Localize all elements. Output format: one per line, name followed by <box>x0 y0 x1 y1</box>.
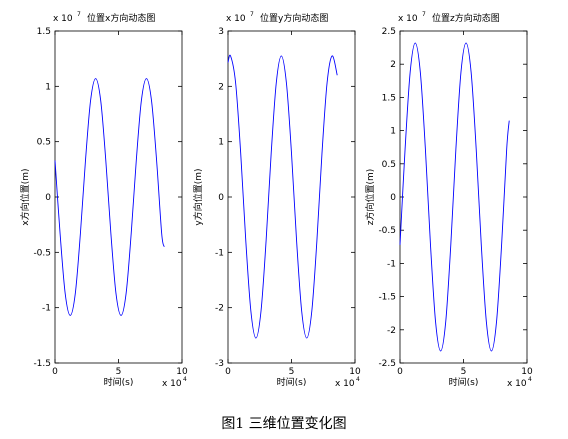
x-tick-label: 5 <box>461 367 467 377</box>
x-exponent: 4 <box>528 376 532 383</box>
x-multiplier: x 10 <box>162 379 182 389</box>
y-tick-label: -1 <box>387 259 396 269</box>
y-tick-label: -2.5 <box>378 359 396 369</box>
axes-box <box>54 30 183 364</box>
y-tick-label: 1.5 <box>37 27 51 37</box>
data-line <box>227 54 338 339</box>
y-tick-label: -1.5 <box>33 359 51 369</box>
y-tick-label: 2.5 <box>382 27 396 37</box>
x-axis-label: 时间(s) <box>277 376 307 388</box>
x-tick-label: 10 <box>349 367 361 377</box>
y-tick-label: -1 <box>215 248 224 258</box>
x-axis-label: 时间(s) <box>449 376 479 388</box>
y-tick-label: -1.5 <box>378 293 396 303</box>
subplot-title: 位置z方向动态图 <box>432 12 500 24</box>
y-exponent: 7 <box>250 11 254 18</box>
y-exponent: 7 <box>77 11 81 18</box>
y-tick-label: 0 <box>390 193 396 203</box>
y-tick-label: -2 <box>215 304 224 314</box>
y-tick-label: 0.5 <box>382 160 396 170</box>
subplot-title: 位置y方向动态图 <box>260 12 328 24</box>
y-tick-label: 0 <box>218 193 224 203</box>
y-axis-label: z方向位置(m) <box>364 169 376 226</box>
subplot-title: 位置x方向动态图 <box>87 12 155 24</box>
x-exponent: 4 <box>183 376 187 383</box>
y-tick-label: 0 <box>45 193 51 203</box>
y-tick-label: 2 <box>390 60 396 70</box>
x-tick-label: 0 <box>225 367 231 377</box>
y-tick-label: -0.5 <box>33 248 51 258</box>
axes-box <box>227 30 356 364</box>
y-tick-label: -0.5 <box>378 226 396 236</box>
y-tick-label: 0.5 <box>37 138 51 148</box>
y-tick-label: 1 <box>45 82 51 92</box>
y-tick-label: 2 <box>218 82 224 92</box>
x-multiplier: x 10 <box>335 379 355 389</box>
y-multiplier: x 10 <box>53 14 73 24</box>
y-tick-label: 1 <box>218 138 224 148</box>
data-line <box>54 78 165 316</box>
y-tick-label: -2 <box>387 326 396 336</box>
y-exponent: 7 <box>422 11 426 18</box>
y-tick-label: 3 <box>218 27 224 37</box>
y-axis-label: x方向位置(m) <box>19 168 31 225</box>
x-tick-label: 0 <box>52 367 58 377</box>
axes-box <box>399 30 528 364</box>
x-tick-label: 0 <box>397 367 403 377</box>
x-multiplier: x 10 <box>507 379 527 389</box>
y-multiplier: x 10 <box>226 14 246 24</box>
y-axis-label: y方向位置(m) <box>192 168 204 225</box>
x-tick-label: 10 <box>521 367 533 377</box>
x-tick-label: 5 <box>289 367 295 377</box>
x-tick-label: 10 <box>176 367 188 377</box>
x-tick-label: 5 <box>116 367 122 377</box>
x-axis-label: 时间(s) <box>104 376 134 388</box>
y-tick-label: 1.5 <box>382 93 396 103</box>
figure-caption: 图1 三维位置变化图 <box>221 416 346 432</box>
y-multiplier: x 10 <box>398 14 418 24</box>
y-tick-label: -3 <box>215 359 224 369</box>
y-tick-label: -1 <box>42 304 51 314</box>
y-tick-label: 1 <box>390 127 396 137</box>
x-exponent: 4 <box>356 376 360 383</box>
data-line <box>399 42 510 352</box>
